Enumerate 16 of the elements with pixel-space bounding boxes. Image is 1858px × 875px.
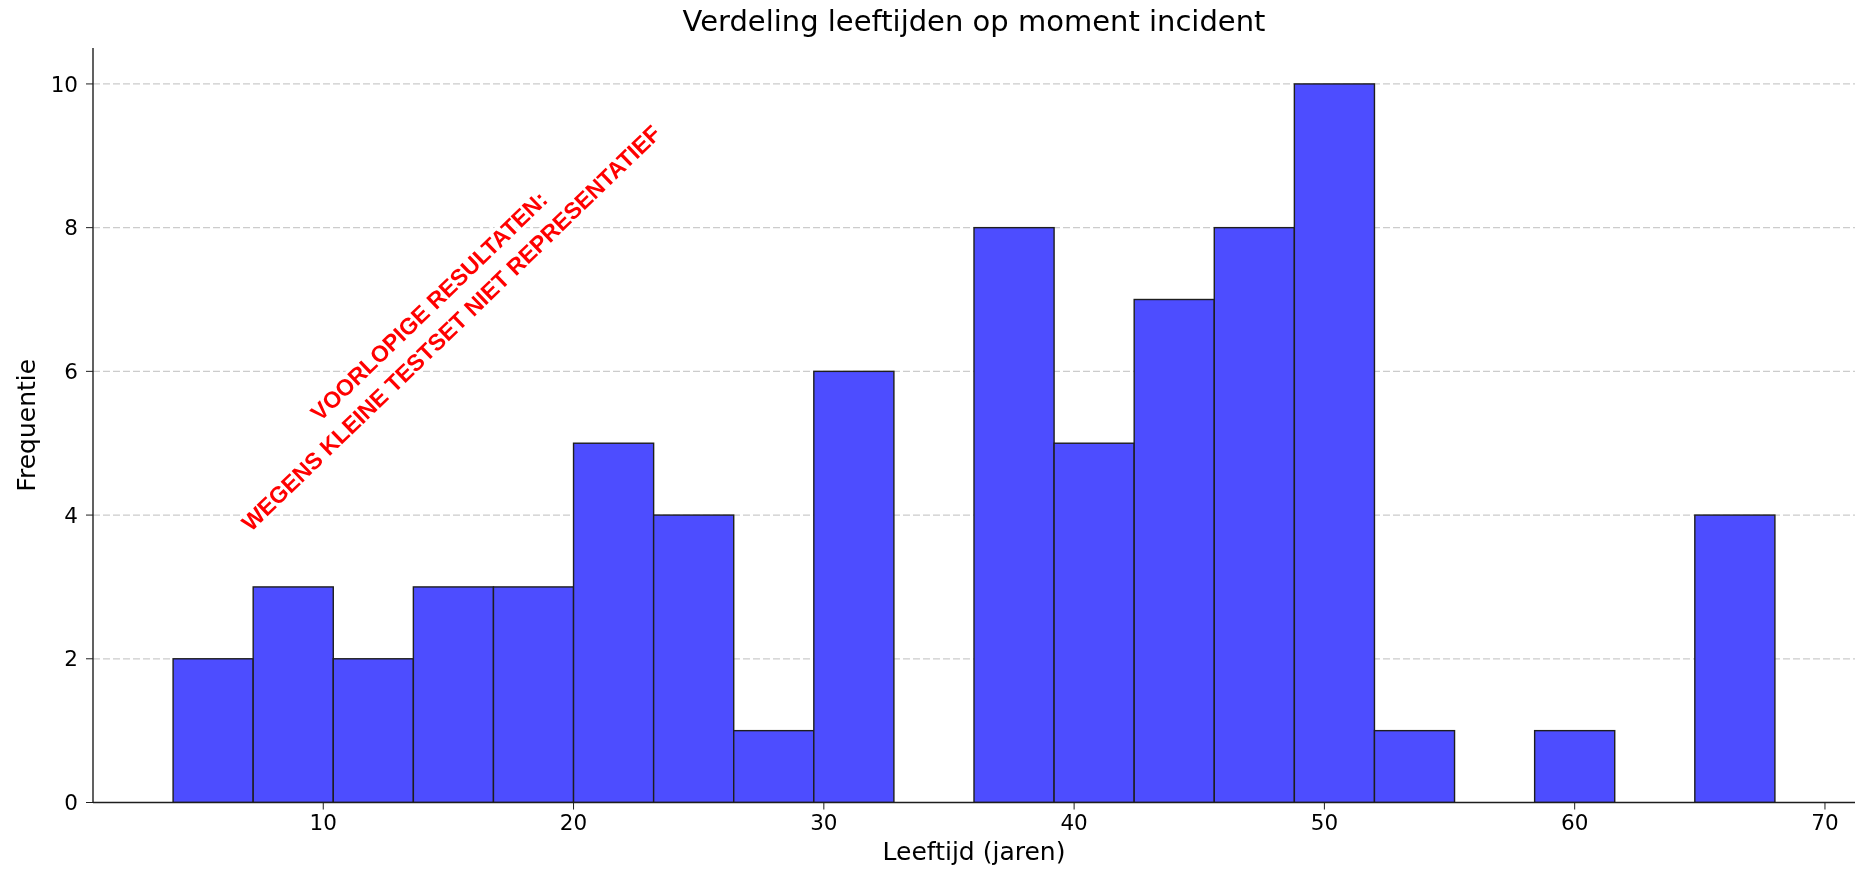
x-tick-label: 40	[1060, 809, 1088, 835]
x-tick-label: 60	[1561, 809, 1589, 835]
y-tick-label: 10	[50, 71, 78, 97]
x-tick-label: 10	[309, 809, 337, 835]
chart-title: Verdeling leeftijden op moment incident	[682, 4, 1266, 38]
x-tick-label: 20	[559, 809, 588, 835]
y-axis-title: Frequentie	[11, 358, 41, 492]
y-tick-label: 0	[64, 790, 78, 816]
x-tick-label: 50	[1310, 809, 1339, 835]
y-tick-label: 8	[64, 215, 78, 241]
x-tick-label: 30	[810, 809, 838, 835]
y-tick-label: 6	[64, 358, 78, 384]
y-tick-label: 4	[64, 502, 78, 528]
x-axis-title: Leeftijd (jaren)	[882, 836, 1066, 866]
y-tick-label: 2	[64, 646, 78, 672]
x-tick-label: 70	[1811, 809, 1839, 835]
